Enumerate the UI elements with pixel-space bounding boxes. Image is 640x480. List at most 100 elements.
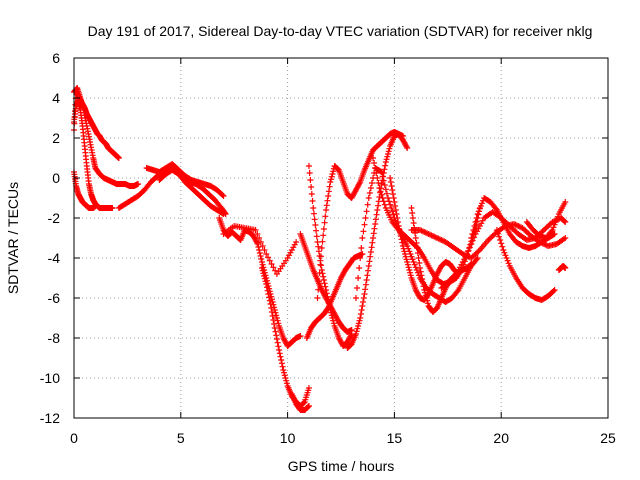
series-arc16 xyxy=(344,131,411,351)
data-point xyxy=(470,227,477,233)
series-arc24 xyxy=(493,227,558,303)
data-point xyxy=(253,239,260,246)
data-point xyxy=(402,251,409,257)
data-point xyxy=(548,228,555,235)
data-point xyxy=(283,380,290,387)
series-arc3 xyxy=(71,85,142,189)
data-point xyxy=(362,281,369,288)
data-point xyxy=(326,303,333,310)
data-point xyxy=(380,177,387,184)
data-point xyxy=(256,247,263,253)
data-point xyxy=(358,307,365,313)
data-point xyxy=(220,211,227,217)
data-point xyxy=(398,236,405,243)
data-point xyxy=(389,191,396,197)
data-point xyxy=(405,264,412,271)
data-point xyxy=(365,263,372,269)
data-point xyxy=(362,215,369,221)
data-point xyxy=(468,241,475,247)
x-tick-label: 5 xyxy=(177,430,185,446)
data-point xyxy=(382,162,389,169)
data-point xyxy=(551,221,558,228)
data-point xyxy=(355,320,362,327)
data-point xyxy=(476,205,483,212)
data-point xyxy=(312,222,319,228)
data-point xyxy=(368,244,375,251)
data-point xyxy=(310,210,317,217)
data-point xyxy=(363,208,370,215)
data-point xyxy=(413,240,420,246)
data-point xyxy=(261,273,268,279)
data-point xyxy=(415,255,422,261)
data-point xyxy=(283,377,290,384)
data-point xyxy=(329,171,336,177)
data-point xyxy=(306,170,313,176)
data-point xyxy=(305,163,312,169)
data-point xyxy=(324,293,331,300)
data-point xyxy=(266,294,273,301)
data-point xyxy=(379,173,386,180)
data-point xyxy=(410,259,417,265)
data-point xyxy=(549,227,556,233)
data-point xyxy=(321,280,328,287)
data-point xyxy=(381,201,388,208)
data-point xyxy=(468,235,475,241)
y-tick-label: -10 xyxy=(40,370,60,386)
data-point xyxy=(475,208,482,215)
data-point xyxy=(466,244,473,251)
data-point xyxy=(412,235,419,241)
x-tick-label: 0 xyxy=(70,430,78,446)
data-point xyxy=(305,403,312,409)
data-point xyxy=(403,256,410,263)
data-point xyxy=(473,215,480,221)
y-tick-label: 2 xyxy=(52,130,60,146)
data-point xyxy=(315,286,322,293)
data-point xyxy=(377,188,384,195)
data-point xyxy=(272,328,279,335)
data-point xyxy=(279,363,286,370)
data-point xyxy=(272,309,279,316)
data-point xyxy=(327,179,334,185)
y-axis-label: SDTVAR / TECUs xyxy=(5,182,21,294)
data-point xyxy=(264,287,271,294)
data-point xyxy=(263,281,270,287)
data-point xyxy=(393,211,400,217)
data-point xyxy=(394,215,401,221)
data-point xyxy=(315,243,322,250)
series-arc10 xyxy=(258,265,312,409)
data-point xyxy=(370,230,377,237)
data-point xyxy=(356,317,363,324)
data-point xyxy=(503,255,510,261)
data-point xyxy=(368,180,375,186)
data-point xyxy=(321,219,328,226)
data-point xyxy=(378,181,385,187)
data-point xyxy=(280,367,287,373)
data-point xyxy=(469,231,476,237)
data-point xyxy=(407,251,414,257)
data-point xyxy=(266,257,273,264)
data-point xyxy=(422,292,429,299)
data-point xyxy=(330,320,337,327)
data-point xyxy=(397,233,404,239)
data-point xyxy=(386,145,393,152)
data-point xyxy=(357,315,364,321)
data-point xyxy=(276,347,283,353)
data-point xyxy=(359,251,366,257)
data-point xyxy=(370,155,377,161)
data-point xyxy=(354,285,361,291)
data-point xyxy=(381,166,388,173)
data-point xyxy=(271,325,278,331)
data-point xyxy=(400,245,407,252)
data-point xyxy=(300,399,307,406)
data-point xyxy=(422,289,429,296)
data-point xyxy=(328,312,335,319)
data-point xyxy=(271,321,278,327)
data-point xyxy=(319,238,326,245)
data-point xyxy=(474,211,481,217)
x-tick-label: 20 xyxy=(493,430,509,446)
data-point xyxy=(318,245,325,251)
series-arc17 xyxy=(352,165,481,305)
data-point xyxy=(406,267,413,273)
data-point xyxy=(389,187,396,193)
data-point xyxy=(374,207,381,213)
